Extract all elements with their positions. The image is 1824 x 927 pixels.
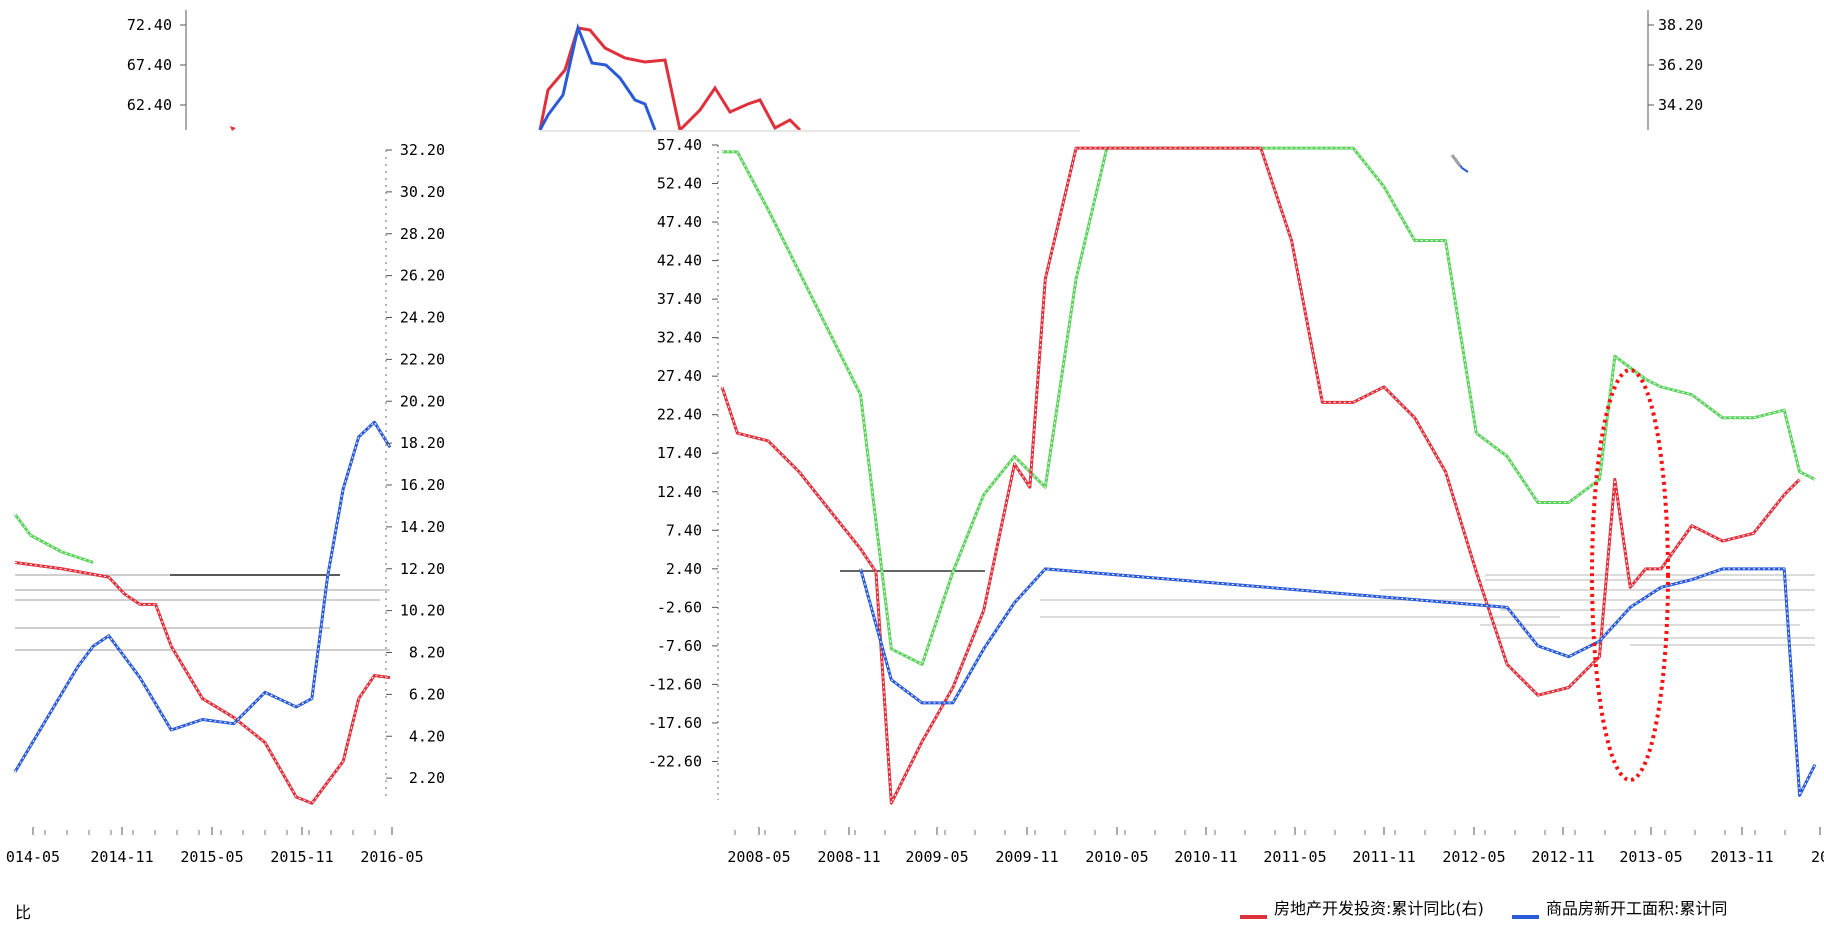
- main-x-tick-label: 2008-05: [727, 848, 790, 866]
- left-x-tick-label: 2015-11: [270, 848, 333, 866]
- left-y-tick-label: 8.20: [409, 644, 445, 662]
- left-y-tick-label: 24.20: [400, 309, 445, 327]
- main-y-tick-label: -17.60: [648, 714, 702, 732]
- left-y-tick-label: 22.20: [400, 350, 445, 368]
- annotation-dotted-ellipse: [1590, 368, 1670, 782]
- left-top-tick-label: 62.40: [127, 96, 172, 114]
- left-series-dash-2: [14, 514, 94, 563]
- left-y-tick-label: 26.20: [400, 267, 445, 285]
- main-y-tick-label: 57.40: [657, 136, 702, 154]
- left-x-tick-label: 2014-11: [90, 848, 153, 866]
- main-x-tick-label: 2008-11: [817, 848, 880, 866]
- main-y-axis: 57.40 52.40 47.40 42.40 37.40 32.40 27.40 22.40…: [648, 136, 719, 800]
- left-y-axis: 32.20 30.20 28.20 26.20 24.20 22.20 20.20 18.20…: [385, 141, 445, 800]
- main-x-tick-label: 2010-11: [1174, 848, 1237, 866]
- left-top-series-blue: [538, 22, 657, 131]
- main-y-tick-label: 7.40: [666, 521, 702, 539]
- right-top-tick-label: 36.20: [1658, 56, 1703, 74]
- main-x-tick-label: 2013-11: [1710, 848, 1773, 866]
- main-y-tick-label: -2.60: [657, 598, 702, 616]
- main-y-tick-label: 17.40: [657, 444, 702, 462]
- legend: 房地产开发投资:累计同比(右) 商品房新开工面积:累计同: [1240, 899, 1727, 919]
- main-x-axis: 2008-05 2008-11 2009-05 2009-11 2010-05 2010-…: [727, 827, 1824, 866]
- left-top-tick-label: 72.40: [127, 16, 172, 34]
- main-x-tick-label: 2009-11: [995, 848, 1058, 866]
- bottom-left-label: 比: [15, 903, 31, 922]
- main-x-tick-label: 20: [1811, 848, 1824, 866]
- left-x-tick-label: 2015-05: [180, 848, 243, 866]
- main-y-tick-label: 37.40: [657, 290, 702, 308]
- main-series-line-1: [720, 146, 1801, 805]
- left-top-point: [230, 126, 236, 131]
- main-x-tick-label: 2012-11: [1531, 848, 1594, 866]
- left-series-line-0: [14, 560, 391, 805]
- left-x-tick-label: 2016-05: [360, 848, 423, 866]
- legend-label-investment: 房地产开发投资:累计同比(右): [1274, 899, 1484, 918]
- left-y-tick-label: 28.20: [400, 225, 445, 243]
- main-x-tick-label: 2013-05: [1619, 848, 1682, 866]
- main-y-tick-label: -22.60: [648, 752, 702, 770]
- main-series-group: [720, 146, 1817, 805]
- legend-label-new-construction: 商品房新开工面积:累计同: [1546, 899, 1727, 918]
- left-y-tick-label: 14.20: [400, 518, 445, 536]
- main-panel-mask: [540, 130, 1824, 135]
- main-y-tick-label: 2.40: [666, 560, 702, 578]
- left-y-tick-label: 16.20: [400, 476, 445, 494]
- main-x-tick-label: 2010-05: [1085, 848, 1148, 866]
- left-y-tick-label: 2.20: [409, 769, 445, 787]
- right-top-tick-label: 38.20: [1658, 16, 1703, 34]
- left-y-tick-label: 6.20: [409, 685, 445, 703]
- left-top-lines: [230, 22, 802, 132]
- main-series-line-2: [859, 567, 1817, 797]
- left-y-tick-label: 32.20: [400, 141, 445, 159]
- left-y-tick-label: 20.20: [400, 392, 445, 410]
- left-y-tick-label: 18.20: [400, 434, 445, 452]
- left-series-line-1: [13, 420, 392, 773]
- left-series-dash-0: [14, 561, 391, 804]
- main-x-tick-label: 2009-05: [905, 848, 968, 866]
- main-y-tick-label: 22.40: [657, 406, 702, 424]
- main-series-dash-1: [721, 147, 1800, 805]
- main-y-tick-label: 52.40: [657, 175, 702, 193]
- main-series-dash-0: [722, 147, 1816, 666]
- right-top-lines: [1450, 154, 1469, 173]
- left-x-axis: 014-05 2014-11 2015-05 2015-11 2016-05: [6, 827, 424, 866]
- left-top-tick-label: 67.40: [127, 56, 172, 74]
- left-series-group: [13, 420, 392, 805]
- main-x-tick-label: 2011-11: [1352, 848, 1415, 866]
- main-y-tick-label: -7.60: [657, 637, 702, 655]
- right-top-y-axis: 38.20 36.20 34.20: [1647, 10, 1703, 130]
- left-gridlines: [15, 574, 390, 651]
- main-x-tick-label: 2011-05: [1263, 848, 1326, 866]
- main-series-dash-2: [860, 568, 1816, 798]
- left-series-line-2: [13, 513, 94, 564]
- main-y-tick-label: 32.40: [657, 329, 702, 347]
- main-y-tick-label: 47.40: [657, 213, 702, 231]
- main-y-tick-label: -12.60: [648, 675, 702, 693]
- left-top-series-red-tail: [678, 85, 802, 132]
- left-y-tick-label: 12.20: [400, 560, 445, 578]
- left-y-tick-label: 4.20: [409, 727, 445, 745]
- left-series-dash-1: [14, 421, 391, 773]
- left-y-tick-label: 10.20: [400, 602, 445, 620]
- left-top-y-axis: 72.40 67.40 62.40: [127, 10, 187, 130]
- main-y-tick-label: 27.40: [657, 367, 702, 385]
- main-y-tick-label: 42.40: [657, 252, 702, 270]
- right-top-tick-label: 34.20: [1658, 96, 1703, 114]
- right-top-series-fragment-shadow: [1450, 154, 1462, 167]
- left-top-series-red: [538, 26, 682, 131]
- left-x-tick-label: 014-05: [6, 848, 60, 866]
- main-x-tick-label: 2012-05: [1442, 848, 1505, 866]
- main-y-tick-label: 12.40: [657, 483, 702, 501]
- left-y-tick-label: 30.20: [400, 183, 445, 201]
